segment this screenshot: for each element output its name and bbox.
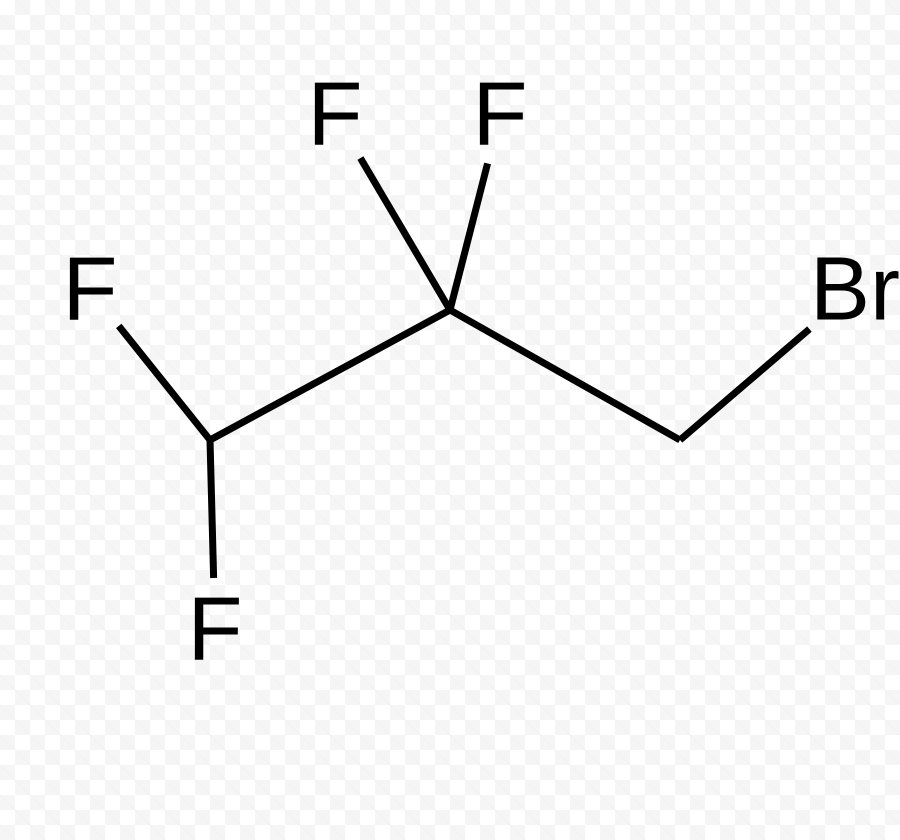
atom-label-F2: F [188, 579, 243, 682]
atom-label-F4: F [473, 64, 528, 167]
bond-C1-C2 [210, 310, 450, 440]
bonds-group [119, 158, 810, 578]
bond-C1-F1 [119, 326, 210, 440]
bond-C2-F3 [360, 158, 450, 310]
bond-C2-C3 [450, 310, 680, 440]
atom-label-F3: F [308, 64, 363, 167]
molecule-diagram [0, 0, 900, 840]
bond-C3-Br [680, 329, 809, 440]
atom-label-Br: Br [810, 239, 900, 342]
bond-C1-F2 [210, 440, 214, 578]
bond-C2-F4 [450, 163, 488, 310]
atom-label-F1: F [63, 239, 118, 342]
